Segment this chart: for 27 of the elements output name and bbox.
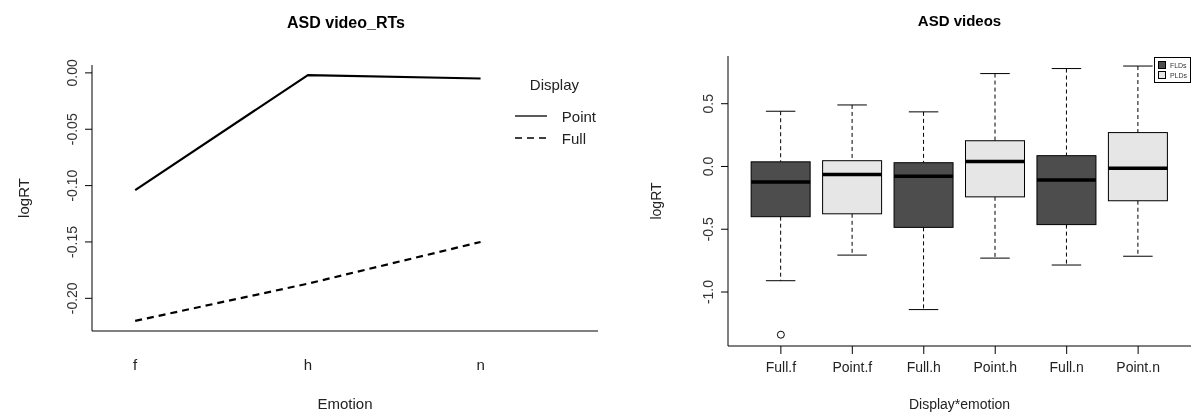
x-tick-label: Point.f [832,358,873,375]
y-tick-label: -1.0 [700,279,716,305]
legend-label: Point [561,107,596,125]
y-tick-label: 0.0 [700,156,716,177]
legend-label: Full [561,129,586,147]
x-tick-label: Point.h [973,358,1018,375]
x-axis-title: Emotion [317,395,373,412]
y-tick-label: 0.00 [64,59,80,87]
legend-title: Display [529,76,580,93]
x-tick-label: Full.h [906,358,941,375]
x-tick-label: n [476,355,485,373]
x-tick-label: Full.f [765,358,797,375]
y-tick-label: -0.10 [64,169,80,202]
x-tick-label: f [133,355,139,373]
y-tick-label: -0.05 [64,113,80,146]
y-tick-label: -0.5 [700,216,716,242]
y-axis-title: logRT [647,182,664,220]
chart-title: ASD videos [916,12,1003,29]
y-tick-label: 0.5 [700,93,716,114]
y-axis-title: logRT [15,178,33,218]
y-tick-label: -0.15 [64,225,80,258]
x-tick-label: Point.n [1116,358,1160,375]
chart-title: ASD video_RTs [286,14,406,32]
x-tick-label: Full.n [1049,358,1084,375]
y-tick-label: -0.20 [64,282,80,315]
x-axis-title: Display*emotion [908,396,1011,412]
x-tick-label: h [303,355,313,373]
